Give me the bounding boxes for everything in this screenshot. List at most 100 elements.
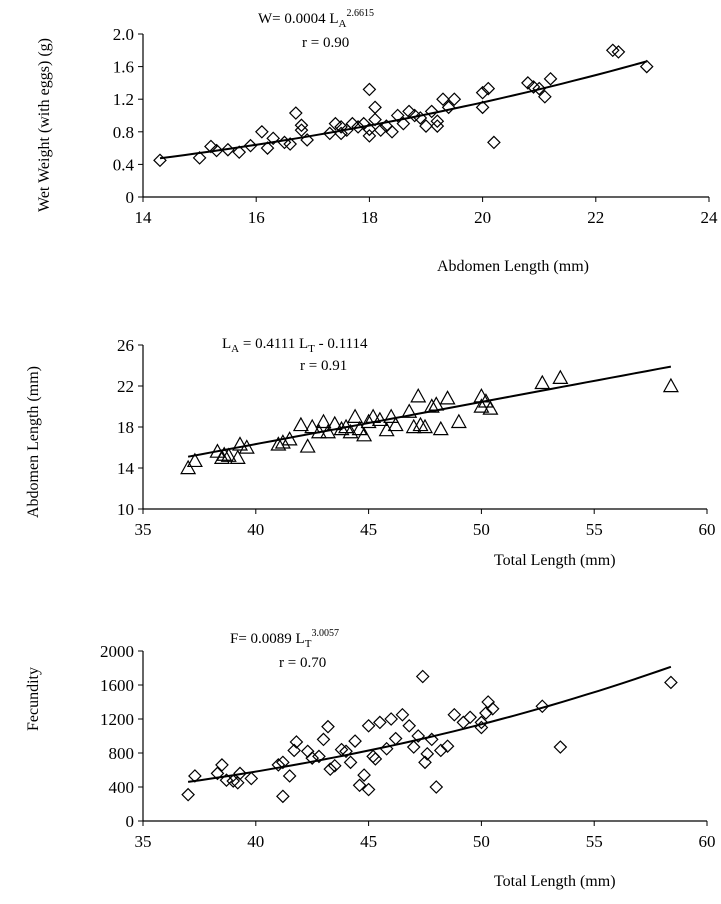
chart-2-abdomen-length-vs-total-length: 10 14 18 22 26 35 40 45 50 55 60 LA = 0.4111 LT - … bbox=[25, 336, 716, 569]
chart-1-y-tick-label: 1.2 bbox=[113, 90, 134, 109]
chart-3-data-point bbox=[316, 732, 331, 747]
chart-3-data-point bbox=[300, 744, 315, 759]
chart-1-data-point bbox=[232, 145, 247, 160]
chart-2-data-point bbox=[220, 447, 237, 462]
chart-2-y-tick-label: 22 bbox=[117, 377, 134, 396]
chart-2-data-point bbox=[552, 369, 569, 384]
chart-1-data-point bbox=[390, 108, 405, 123]
chart-3-data-point bbox=[287, 743, 302, 758]
chart-1-data-point bbox=[419, 119, 433, 133]
chart-1-data-point bbox=[362, 82, 377, 97]
chart-2-y-tick-label: 14 bbox=[117, 459, 135, 478]
chart-2-data-point bbox=[371, 411, 388, 427]
chart-3-data-point bbox=[361, 718, 376, 733]
chart-1-data-point bbox=[351, 120, 365, 134]
chart-3-data-point bbox=[433, 743, 448, 758]
chart-1-data-point bbox=[611, 45, 626, 59]
chart-3-y-tick-label: 800 bbox=[109, 744, 135, 763]
chart-1-axes bbox=[138, 33, 710, 202]
chart-3-data-point bbox=[447, 707, 462, 722]
chart-1-data-point bbox=[266, 131, 281, 146]
chart-2-x-tick-label: 40 bbox=[247, 520, 264, 539]
chart-1-data-point bbox=[255, 124, 269, 139]
chart-3-x-tick-label: 45 bbox=[360, 832, 377, 851]
chart-3-data-point bbox=[323, 762, 338, 776]
chart-2-data-point bbox=[401, 403, 418, 418]
chart-3-data-point bbox=[361, 782, 376, 797]
chart-1-data-point bbox=[487, 135, 501, 150]
chart-3-equation: F= 0.0089 LT3.0057 bbox=[230, 628, 339, 650]
chart-3-points bbox=[181, 669, 678, 804]
chart-1-y-tick-label: 0.8 bbox=[113, 123, 134, 142]
chart-3-x-tick-label: 35 bbox=[135, 832, 152, 851]
chart-2-data-point bbox=[186, 452, 203, 468]
chart-3-y-tick-label: 2000 bbox=[100, 642, 134, 661]
chart-3-trend-line bbox=[187, 665, 672, 783]
chart-2-data-point bbox=[432, 420, 449, 436]
chart-3-x-tick-label: 60 bbox=[699, 832, 716, 851]
chart-2-correlation: r = 0.91 bbox=[300, 358, 347, 374]
chart-1-wet-weight-vs-abdomen-length: 0 0.4 0.8 1.2 1.6 2.0 14 16 18 20 22 24 W= 0.0004 L… bbox=[36, 8, 718, 275]
chart-2-data-point bbox=[292, 416, 309, 432]
chart-1-data-point bbox=[396, 116, 411, 131]
chart-1-data-point bbox=[441, 100, 456, 115]
chart-1-data-point bbox=[345, 116, 360, 131]
chart-3-data-point bbox=[479, 706, 493, 720]
chart-1-equation: W= 0.0004 LA2.6615 bbox=[258, 8, 374, 30]
chart-1-y-tick-label: 1.6 bbox=[113, 58, 134, 77]
chart-2-data-point bbox=[662, 377, 679, 393]
chart-2-tick-labels: 10 14 18 22 26 35 40 45 50 55 60 bbox=[117, 336, 716, 539]
chart-3-data-point bbox=[395, 707, 410, 722]
chart-1-data-point bbox=[532, 81, 547, 96]
chart-2-data-point bbox=[229, 449, 246, 464]
chart-3-data-point bbox=[352, 778, 367, 793]
chart-2-data-point bbox=[315, 413, 332, 429]
chart-1-x-tick-label: 18 bbox=[361, 208, 378, 227]
chart-2-x-tick-label: 55 bbox=[586, 520, 603, 539]
chart-1-x-tick-label: 14 bbox=[135, 208, 153, 227]
chart-2-y-axis-label: Abdomen Length (mm) bbox=[25, 366, 42, 518]
chart-1-x-tick-label: 16 bbox=[248, 208, 265, 227]
chart-3-data-point bbox=[418, 755, 432, 770]
chart-3-data-point bbox=[535, 699, 550, 714]
chart-1-y-tick-label: 0 bbox=[126, 188, 135, 207]
chart-1-data-point bbox=[334, 120, 348, 134]
chart-3-data-point bbox=[474, 715, 489, 730]
chart-1-x-axis-label: Abdomen Length (mm) bbox=[437, 258, 589, 275]
chart-3-data-point bbox=[339, 744, 353, 759]
chart-3-data-point bbox=[357, 768, 371, 782]
chart-1-data-point bbox=[277, 135, 292, 150]
chart-1-tick-labels: 0 0.4 0.8 1.2 1.6 2.0 14 16 18 20 22 24 bbox=[113, 25, 718, 227]
chart-1-data-point bbox=[362, 129, 377, 143]
chart-2-axes bbox=[138, 344, 708, 514]
chart-3-data-point bbox=[429, 780, 444, 794]
chart-3-x-tick-label: 55 bbox=[586, 832, 603, 851]
chart-3-y-tick-label: 1600 bbox=[100, 676, 134, 695]
chart-2-trend-line bbox=[187, 365, 672, 458]
chart-3-data-point bbox=[481, 695, 496, 709]
chart-1-x-tick-label: 24 bbox=[701, 208, 719, 227]
chart-3-data-point bbox=[210, 766, 225, 781]
chart-2-data-point bbox=[360, 413, 377, 429]
chart-3-data-point bbox=[244, 771, 259, 786]
chart-1-y-tick-label: 2.0 bbox=[113, 25, 134, 44]
chart-2-data-point bbox=[416, 418, 434, 434]
chart-3-data-point bbox=[456, 715, 471, 730]
chart-1-data-point bbox=[605, 43, 620, 58]
chart-3-x-tick-label: 40 bbox=[247, 832, 264, 851]
chart-3-data-point bbox=[402, 718, 417, 733]
chart-3-data-point bbox=[271, 758, 286, 772]
chart-1-data-point bbox=[328, 116, 343, 131]
chart-3-data-point bbox=[420, 747, 435, 761]
chart-1-data-point bbox=[475, 100, 490, 115]
chart-3-data-point bbox=[276, 789, 290, 804]
chart-2-data-point bbox=[473, 398, 490, 413]
chart-3-fecundity-vs-total-length: 0 400 800 1200 1600 2000 35 40 45 50 55 60 F= 0.008… bbox=[25, 628, 716, 890]
chart-2-data-point bbox=[383, 408, 400, 423]
chart-1-data-point bbox=[521, 76, 535, 90]
chart-2-data-point bbox=[534, 374, 551, 390]
chart-1-data-point bbox=[260, 141, 275, 155]
chart-1-points bbox=[153, 43, 654, 168]
chart-2-data-point bbox=[180, 459, 197, 475]
